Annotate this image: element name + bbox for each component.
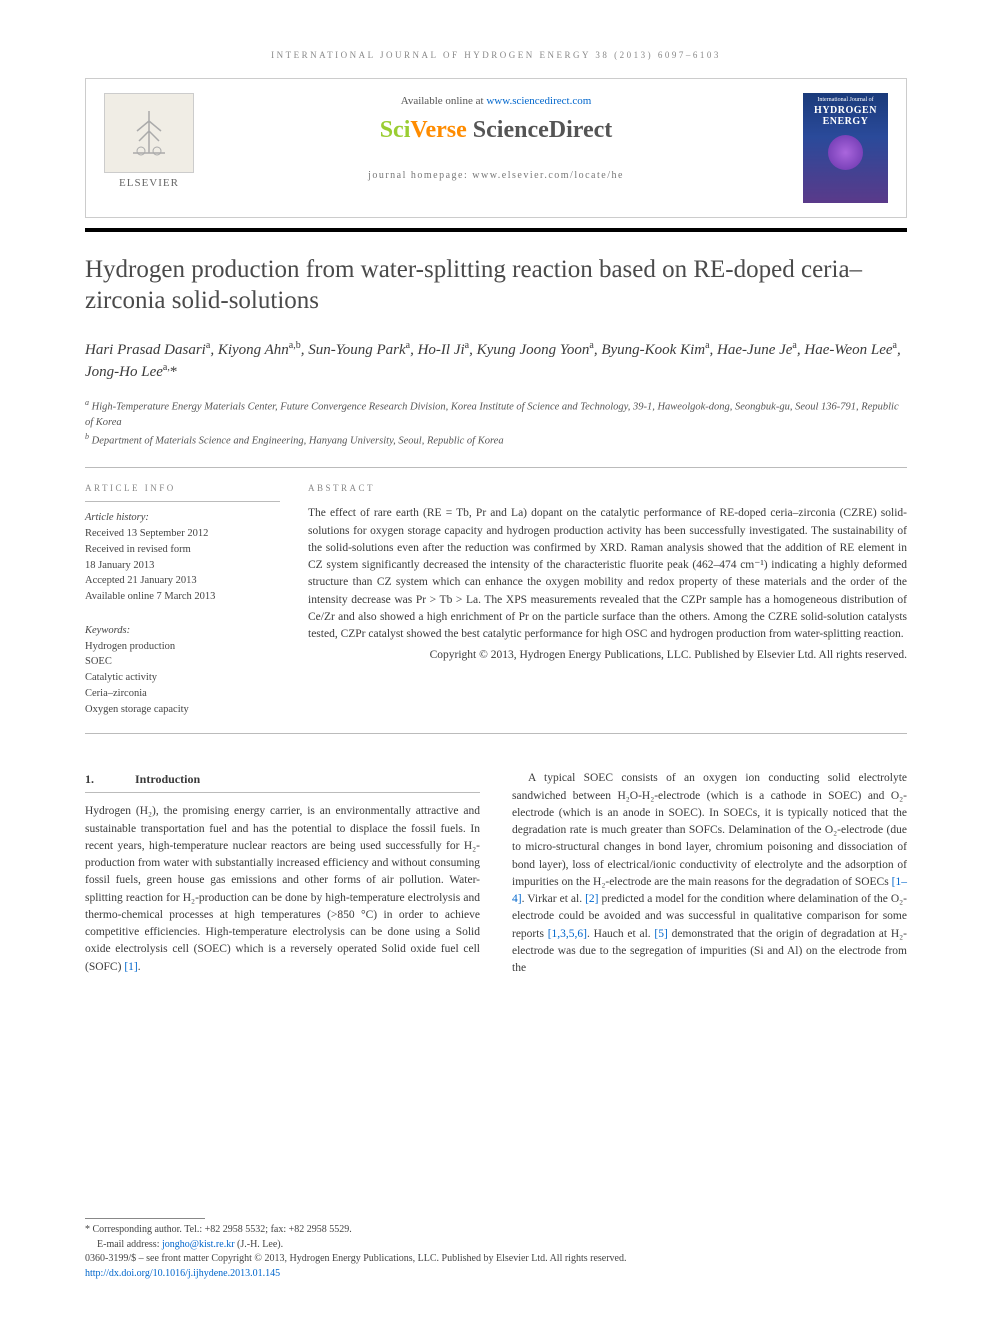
article-info-column: ARTICLE INFO Article history: Received 1… [85, 482, 280, 718]
sciverse-sd: ScienceDirect [467, 117, 613, 143]
abstract-text: The effect of rare earth (RE = Tb, Pr an… [308, 505, 907, 643]
footnote-rule [85, 1218, 205, 1219]
affiliations: a High-Temperature Energy Materials Cent… [85, 397, 907, 449]
cover-main-2: ENERGY [807, 116, 884, 127]
sciverse-logo: SciVerse ScienceDirect [216, 117, 776, 144]
header-center: Available online at www.sciencedirect.co… [216, 95, 776, 181]
keyword-item: Hydrogen production [85, 639, 280, 655]
history-received: Received 13 September 2012 [85, 526, 280, 542]
affiliation-b: b Department of Materials Science and En… [85, 431, 907, 449]
footnotes: * Corresponding author. Tel.: +82 2958 5… [85, 1218, 907, 1281]
journal-homepage: journal homepage: www.elsevier.com/locat… [216, 170, 776, 181]
history-revised-1: Received in revised form [85, 542, 280, 558]
ref-link[interactable]: [5] [654, 928, 667, 940]
sciverse-sci: Sci [380, 117, 411, 143]
abstract-copyright: Copyright © 2013, Hydrogen Energy Public… [308, 647, 907, 664]
body-column-left: 1. Introduction Hydrogen (H₂), the promi… [85, 770, 480, 977]
doi-line: http://dx.doi.org/10.1016/j.ijhydene.201… [85, 1267, 907, 1282]
homepage-label: journal homepage: [368, 170, 472, 181]
affiliation-a: a High-Temperature Energy Materials Cent… [85, 397, 907, 431]
keyword-item: Ceria–zirconia [85, 686, 280, 702]
email-link[interactable]: jongho@kist.re.kr [162, 1239, 235, 1250]
keywords-label: Keywords: [85, 623, 280, 639]
ref-link[interactable]: [1,3,5,6] [548, 928, 587, 940]
doi-link[interactable]: http://dx.doi.org/10.1016/j.ijhydene.201… [85, 1268, 280, 1279]
available-online-text: Available online at [401, 95, 487, 107]
history-accepted: Accepted 21 January 2013 [85, 573, 280, 589]
corresponding-email: E-mail address: jongho@kist.re.kr (J.-H.… [85, 1238, 907, 1253]
abstract-label: ABSTRACT [308, 482, 907, 496]
intro-paragraph-1: Hydrogen (H₂), the promising energy carr… [85, 803, 480, 976]
issn-line: 0360-3199/$ – see front matter Copyright… [85, 1252, 907, 1267]
ref-link[interactable]: [1] [124, 961, 137, 973]
cover-small-title: International Journal of [807, 97, 884, 103]
intro-paragraph-2: A typical SOEC consists of an oxygen ion… [512, 770, 907, 977]
homepage-url[interactable]: www.elsevier.com/locate/he [472, 170, 624, 181]
body-columns: 1. Introduction Hydrogen (H₂), the promi… [85, 770, 907, 977]
section-number: 1. [85, 770, 135, 788]
keywords-block: Keywords: Hydrogen production SOEC Catal… [85, 623, 280, 718]
section-heading-intro: 1. Introduction [85, 770, 480, 793]
elsevier-logo: ELSEVIER [104, 93, 194, 203]
elsevier-label: ELSEVIER [104, 177, 194, 189]
article-title: Hydrogen production from water-splitting… [85, 254, 907, 317]
elsevier-tree-icon [104, 93, 194, 173]
cover-main-1: HYDROGEN [807, 105, 884, 116]
section-title: Introduction [135, 770, 200, 788]
keyword-item: SOEC [85, 654, 280, 670]
journal-header: ELSEVIER Available online at www.science… [85, 78, 907, 218]
history-label: Article history: [85, 510, 280, 526]
abstract-column: ABSTRACT The effect of rare earth (RE = … [308, 482, 907, 718]
running-head: INTERNATIONAL JOURNAL OF HYDROGEN ENERGY… [85, 50, 907, 60]
history-online: Available online 7 March 2013 [85, 589, 280, 605]
available-online: Available online at www.sciencedirect.co… [216, 95, 776, 107]
ref-link[interactable]: [2] [585, 893, 598, 905]
cover-graphic-icon [828, 135, 863, 170]
keyword-item: Catalytic activity [85, 670, 280, 686]
info-abstract-block: ARTICLE INFO Article history: Received 1… [85, 467, 907, 735]
body-column-right: A typical SOEC consists of an oxygen ion… [512, 770, 907, 977]
author-list: Hari Prasad Dasaria, Kiyong Ahna,b, Sun-… [85, 339, 907, 383]
corresponding-author: * Corresponding author. Tel.: +82 2958 5… [85, 1223, 907, 1238]
sciverse-verse: Verse [410, 117, 466, 143]
journal-cover-thumbnail: International Journal of HYDROGEN ENERGY [803, 93, 888, 203]
keyword-item: Oxygen storage capacity [85, 702, 280, 718]
article-info-label: ARTICLE INFO [85, 482, 280, 503]
sciencedirect-link[interactable]: www.sciencedirect.com [486, 95, 591, 107]
title-rule [85, 228, 907, 232]
history-revised-2: 18 January 2013 [85, 558, 280, 574]
